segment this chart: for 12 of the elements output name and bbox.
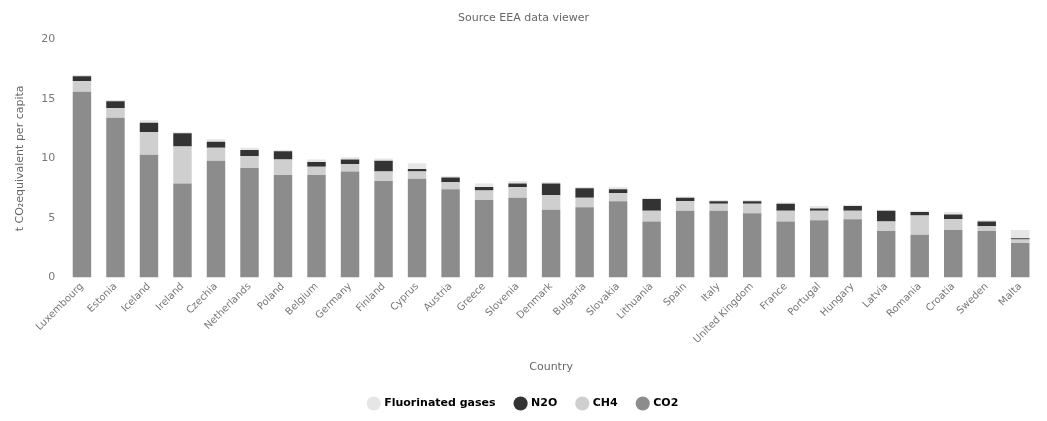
y-tick-label: 15	[41, 91, 56, 105]
chart-title: Source EEA data viewer	[457, 11, 590, 25]
y-axis-title: t CO₂equivalent per capita	[13, 85, 27, 232]
legend-label: Fluorinated gases	[384, 396, 497, 410]
legend-label: N2O	[531, 396, 558, 410]
y-tick-label: 20	[41, 32, 56, 46]
x-axis-title: Country	[529, 360, 574, 374]
y-tick-label: 10	[41, 151, 56, 165]
y-tick-label: 0	[48, 270, 56, 284]
y-tick-label: 5	[48, 210, 56, 224]
legend-label: CO2	[653, 396, 679, 410]
legend-label: CH4	[592, 396, 619, 410]
